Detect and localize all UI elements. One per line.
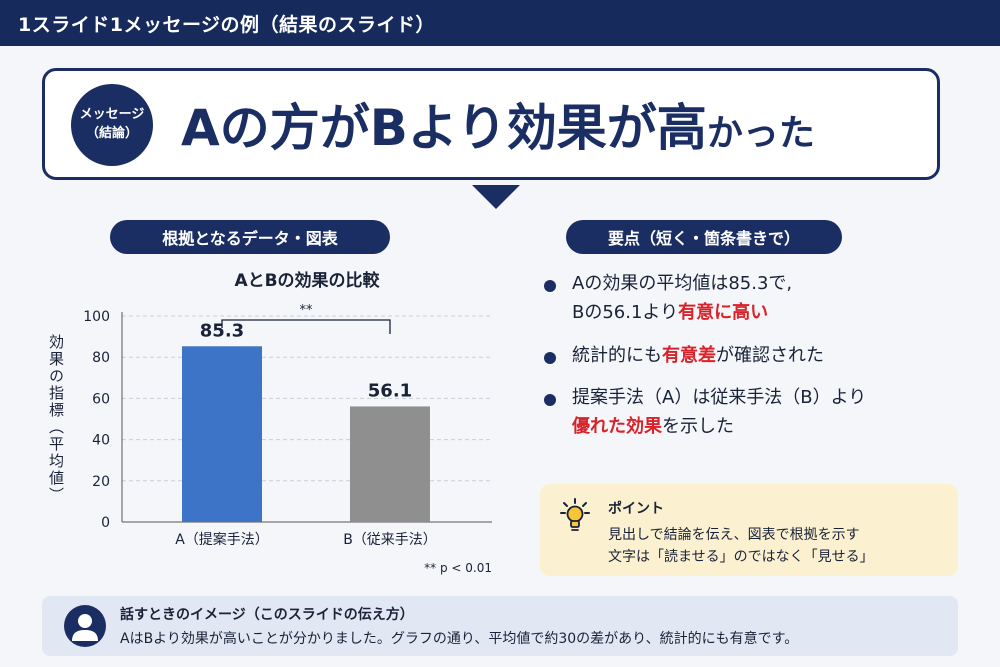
bar [182,346,262,522]
significance-marker: ** [300,303,314,318]
key-point-item: 提案手法（A）は従来手法（B）より 優れた効果を示した [540,384,960,442]
key-point-text: を示した [662,416,734,438]
key-point-line: Aの効果の平均値は85.3で, [572,270,960,299]
message-badge-line2: （結論） [85,126,138,141]
comparison-chart: AとBの効果の比較 0 20 40 60 80 100 効果の指標（平均値） 85.3 A（提案手… [47,270,492,575]
speaking-title: 話すときのイメージ（このスライドの伝え方） [120,607,414,623]
bullet-icon [544,394,556,407]
key-point-line: 優れた効果を示した [572,413,960,442]
evidence-section-label: 根拠となるデータ・図表 [110,220,390,254]
headline-main: Aの方がBより効果が高 [181,99,707,157]
key-point-emphasis: 優れた効果 [572,416,662,438]
y-axis-label: 効果の指標（平均値） [47,334,65,504]
key-point-emphasis: 有意差 [662,344,716,366]
tip-line-2: 文字は「読ませる」のではなく「見せる」 [608,549,874,565]
key-point-item: Aの効果の平均値は85.3で, Bの56.1より有意に高い [540,270,960,328]
key-point-text: が確認された [716,344,824,366]
key-point-text: 提案手法（A）は従来手法（B）より [572,387,867,409]
key-point-line: Bの56.1より有意に高い [572,299,960,328]
y-tick-label: 20 [92,474,110,490]
bullet-icon [544,351,556,364]
y-tick-label: 100 [83,309,110,325]
tip-box: ポイント 見出しで結論を伝え、図表で根拠を示す 文字は「読ませる」のではなく「見… [540,484,958,576]
message-badge: メッセージ （結論） [71,84,153,166]
bullet-icon [544,280,556,292]
key-point-text: Bの56.1より [572,301,679,323]
tip-title: ポイント [608,501,664,517]
speaking-text: AはBより効果が高いことが分かりました。グラフの通り、平均値で約30の差があり、… [120,631,799,647]
message-headline: Aの方がBより効果が高 かった [181,71,815,177]
down-arrow-icon [472,185,520,209]
y-tick-label: 60 [92,391,110,407]
bar-value-label: 85.3 [200,320,244,341]
header-title: 1スライド1メッセージの例（結果のスライド） [18,13,436,36]
chart-title: AとBの効果の比較 [234,270,380,291]
key-point-emphasis: 有意に高い [678,301,769,323]
chart-footnote: ** p < 0.01 [424,561,492,575]
bar [350,406,430,522]
headline-small: かった [706,113,815,154]
header-bar: 1スライド1メッセージの例（結果のスライド） [0,0,1000,46]
significance-bracket [221,319,391,334]
key-point-text: 統計的にも [572,344,662,366]
tip-line-1: 見出しで結論を伝え、図表で根拠を示す [608,527,860,543]
y-tick-label: 40 [92,433,110,449]
x-tick-label: B（従来手法） [343,532,437,548]
lightbulb-icon [560,498,590,531]
y-tick-label: 0 [101,515,110,531]
key-points-list: Aの効果の平均値は85.3で, Bの56.1より有意に高い 統計的にも有意差が確認さ… [540,270,960,456]
person-icon [64,605,106,647]
x-tick-label: A（提案手法） [175,531,269,548]
chart-container: AとBの効果の比較 0 20 40 60 80 100 効果の指標（平均値） 85.3 A（提案手… [30,262,510,582]
message-box: メッセージ （結論） Aの方がBより効果が高 かった [42,68,940,180]
key-points-section-label: 要点（短く・箇条書きで） [566,220,842,254]
bar-value-label: 56.1 [368,380,412,401]
key-point-line: 提案手法（A）は従来手法（B）より [572,384,960,413]
key-point-line: 統計的にも有意差が確認された [572,342,960,371]
y-tick-label: 80 [92,350,110,366]
key-point-item: 統計的にも有意差が確認された [540,342,960,371]
key-point-text: Aの効果の平均値は85.3で, [572,273,793,294]
message-badge-line1: メッセージ [79,107,145,123]
speaking-image-box: 話すときのイメージ（このスライドの伝え方） AはBより効果が高いことが分かりまし… [42,596,958,656]
